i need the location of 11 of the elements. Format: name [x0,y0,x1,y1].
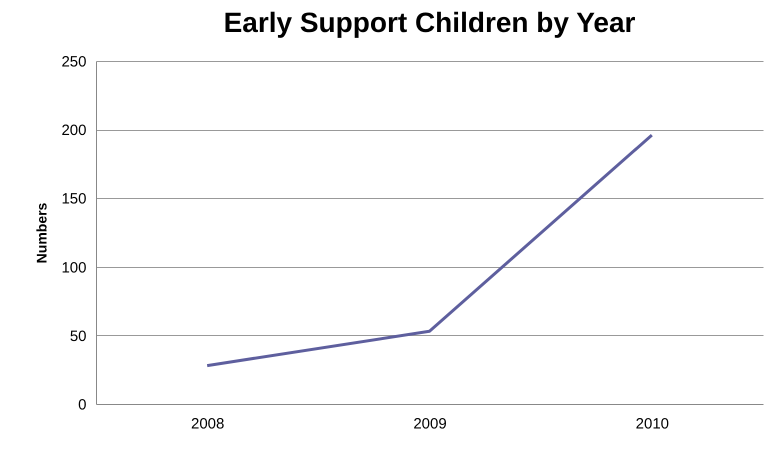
y-tick-label: 250 [61,54,86,70]
y-tick-label: 50 [70,328,86,345]
y-tick-label: 150 [61,190,86,208]
y-tick-label: 200 [61,122,86,140]
y-tick-label: 100 [61,259,86,276]
y-axis-title: Numbers [33,202,50,264]
chart-title: Early Support Children by Year [224,7,636,38]
x-tick-label: 2009 [413,416,447,432]
x-tick-label: 2010 [636,416,670,432]
y-tick-label: 0 [78,396,86,414]
x-tick-label: 2008 [190,416,224,432]
